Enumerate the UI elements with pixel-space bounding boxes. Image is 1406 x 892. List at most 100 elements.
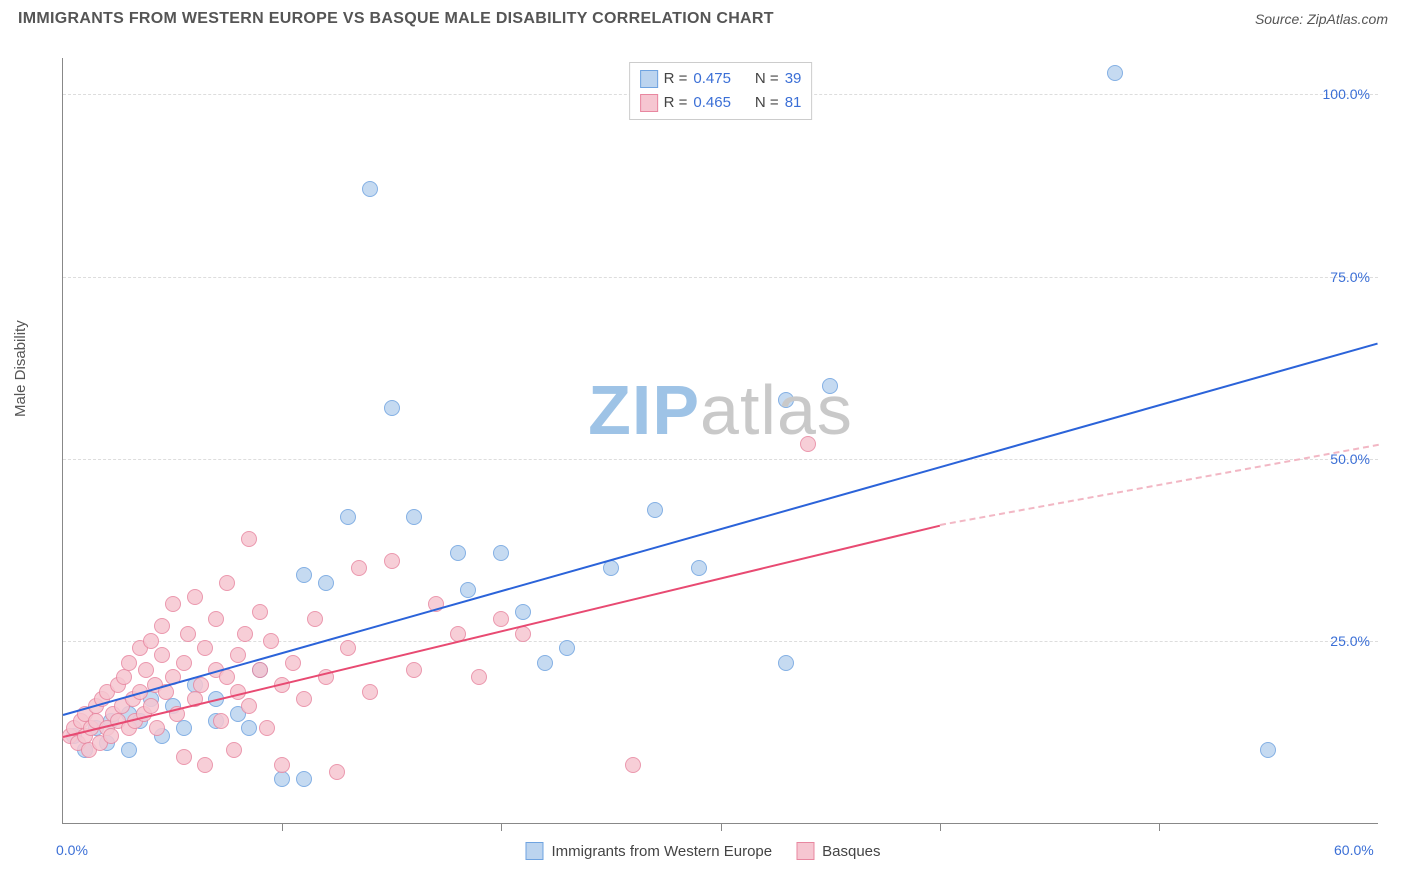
- scatter-point: [237, 626, 253, 642]
- legend-stat-row: R =0.475 N =39: [640, 67, 802, 91]
- scatter-point: [143, 633, 159, 649]
- scatter-point: [351, 560, 367, 576]
- chart-title: IMMIGRANTS FROM WESTERN EUROPE VS BASQUE…: [18, 10, 774, 28]
- scatter-point: [450, 545, 466, 561]
- scatter-point: [800, 436, 816, 452]
- scatter-point: [197, 757, 213, 773]
- scatter-point: [340, 509, 356, 525]
- scatter-point: [116, 669, 132, 685]
- legend-n-value: 81: [785, 91, 802, 115]
- scatter-point: [121, 655, 137, 671]
- scatter-point: [471, 669, 487, 685]
- scatter-point: [230, 647, 246, 663]
- chart-container: Male Disability ZIPatlas R =0.475N =39R …: [18, 40, 1388, 874]
- watermark-zip: ZIP: [588, 371, 700, 449]
- scatter-point: [406, 509, 422, 525]
- scatter-point: [384, 400, 400, 416]
- scatter-point: [625, 757, 641, 773]
- scatter-point: [515, 604, 531, 620]
- scatter-point: [493, 611, 509, 627]
- scatter-point: [165, 596, 181, 612]
- x-tick: [501, 823, 502, 831]
- scatter-point: [384, 553, 400, 569]
- plot-area: ZIPatlas R =0.475N =39R =0.465N =81 25.0…: [62, 58, 1378, 824]
- legend-stat-row: R =0.465 N =81: [640, 91, 802, 115]
- scatter-point: [537, 655, 553, 671]
- scatter-point: [493, 545, 509, 561]
- legend-n-label: N =: [755, 91, 779, 115]
- scatter-point: [252, 604, 268, 620]
- source-attribution: Source: ZipAtlas.com: [1255, 11, 1388, 27]
- legend-swatch: [525, 842, 543, 860]
- scatter-point: [187, 589, 203, 605]
- scatter-point: [213, 713, 229, 729]
- scatter-point: [226, 742, 242, 758]
- scatter-point: [259, 720, 275, 736]
- legend-series: Immigrants from Western Europe Basques: [525, 842, 880, 860]
- scatter-point: [274, 771, 290, 787]
- scatter-point: [241, 698, 257, 714]
- legend-series-label: Basques: [822, 843, 880, 860]
- gridline: [63, 459, 1378, 460]
- legend-series-label: Immigrants from Western Europe: [551, 843, 772, 860]
- scatter-point: [103, 728, 119, 744]
- scatter-point: [154, 647, 170, 663]
- scatter-point: [274, 757, 290, 773]
- scatter-point: [691, 560, 707, 576]
- x-max-label: 60.0%: [1334, 842, 1374, 858]
- scatter-point: [296, 567, 312, 583]
- scatter-point: [149, 720, 165, 736]
- scatter-point: [406, 662, 422, 678]
- scatter-point: [121, 742, 137, 758]
- scatter-point: [647, 502, 663, 518]
- scatter-point: [307, 611, 323, 627]
- y-tick-label: 75.0%: [1330, 269, 1370, 285]
- legend-r-value: 0.475: [693, 67, 731, 91]
- x-tick: [282, 823, 283, 831]
- scatter-point: [822, 378, 838, 394]
- legend-series-item: Basques: [796, 842, 880, 860]
- scatter-point: [138, 662, 154, 678]
- scatter-point: [318, 575, 334, 591]
- legend-swatch: [640, 70, 658, 88]
- scatter-point: [1260, 742, 1276, 758]
- scatter-point: [241, 720, 257, 736]
- scatter-point: [296, 691, 312, 707]
- legend-n-value: 39: [785, 67, 802, 91]
- scatter-point: [219, 575, 235, 591]
- x-tick: [1159, 823, 1160, 831]
- legend-swatch: [640, 94, 658, 112]
- scatter-point: [208, 611, 224, 627]
- scatter-point: [362, 181, 378, 197]
- scatter-point: [180, 626, 196, 642]
- scatter-point: [241, 531, 257, 547]
- scatter-point: [143, 698, 159, 714]
- x-tick: [940, 823, 941, 831]
- y-tick-label: 25.0%: [1330, 633, 1370, 649]
- scatter-point: [778, 392, 794, 408]
- scatter-point: [263, 633, 279, 649]
- legend-swatch: [796, 842, 814, 860]
- y-tick-label: 100.0%: [1323, 86, 1370, 102]
- scatter-point: [176, 720, 192, 736]
- legend-r-label: R =: [664, 67, 688, 91]
- scatter-point: [778, 655, 794, 671]
- scatter-point: [176, 749, 192, 765]
- scatter-point: [296, 771, 312, 787]
- scatter-point: [460, 582, 476, 598]
- trend-line: [63, 342, 1379, 715]
- legend-n-label: N =: [755, 67, 779, 91]
- x-tick: [721, 823, 722, 831]
- gridline: [63, 641, 1378, 642]
- scatter-point: [193, 677, 209, 693]
- scatter-point: [1107, 65, 1123, 81]
- legend-r-value: 0.465: [693, 91, 731, 115]
- scatter-point: [340, 640, 356, 656]
- y-axis-label: Male Disability: [12, 320, 29, 417]
- scatter-point: [154, 618, 170, 634]
- scatter-point: [362, 684, 378, 700]
- scatter-point: [219, 669, 235, 685]
- legend-r-label: R =: [664, 91, 688, 115]
- legend-stats: R =0.475 N =39 R =0.465 N =81: [629, 62, 813, 120]
- gridline: [63, 277, 1378, 278]
